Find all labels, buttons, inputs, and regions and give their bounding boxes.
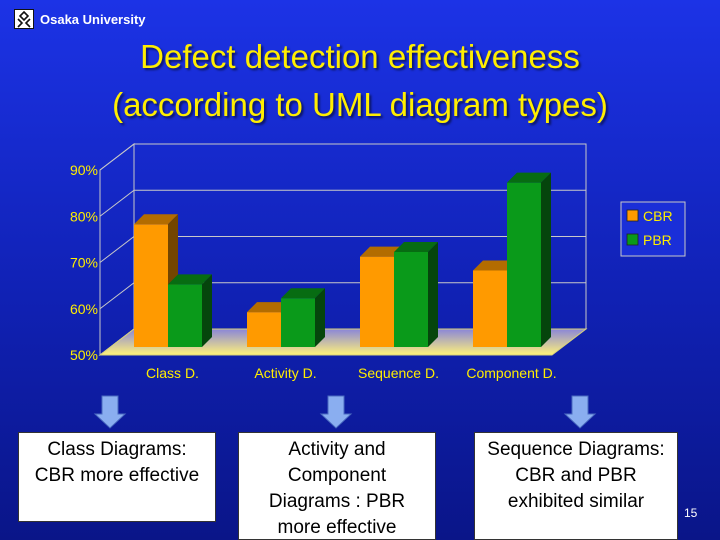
- bar-top-cbr: [473, 260, 517, 271]
- note-class-diagrams: Class Diagrams: CBR more effective: [18, 432, 216, 522]
- y-tick-label: 60%: [70, 301, 98, 317]
- bar-cbr: [247, 312, 281, 347]
- slide-title-line-2: (according to UML diagram types): [112, 86, 608, 123]
- down-arrow-icon: [563, 395, 597, 429]
- chart-floor: [98, 328, 588, 356]
- bar-cbr: [134, 224, 168, 347]
- header: Osaka University: [14, 8, 146, 30]
- bar-top-cbr: [360, 246, 404, 257]
- slide-title-line-1: Defect detection effectiveness: [140, 38, 580, 75]
- bar-top-pbr: [168, 274, 212, 285]
- legend-swatch-pbr: [626, 233, 639, 246]
- y-tick-label: 90%: [70, 162, 98, 178]
- bar-top-pbr: [394, 242, 438, 252]
- university-name: Osaka University: [40, 11, 146, 27]
- bar-side-pbr: [315, 288, 325, 347]
- bar-top-pbr: [281, 288, 325, 299]
- bar-cbr: [473, 270, 507, 347]
- y-tick-label: 80%: [70, 208, 98, 224]
- bar-top-cbr: [134, 214, 178, 225]
- legend-label-cbr: CBR: [643, 208, 673, 224]
- bar-pbr: [168, 284, 202, 347]
- note-activity-component: Activity and Component Diagrams : PBR mo…: [238, 432, 436, 540]
- x-tick-label: Class D.: [146, 365, 199, 381]
- bar-top-pbr: [507, 172, 551, 183]
- y-tick-label: 50%: [70, 347, 98, 363]
- bar-side-pbr: [202, 274, 212, 347]
- bar-pbr: [394, 252, 428, 347]
- bar-pbr: [281, 298, 315, 347]
- down-arrow-icon: [319, 395, 353, 429]
- bar-side-pbr: [428, 242, 438, 347]
- down-arrow-icon: [93, 395, 127, 429]
- x-tick-label: Activity D.: [254, 365, 316, 381]
- legend-swatch-cbr: [626, 209, 639, 222]
- note-sequence-diagrams: Sequence Diagrams: CBR and PBR exhibited…: [474, 432, 678, 540]
- bar-cbr: [360, 256, 394, 347]
- gridline: [99, 143, 586, 171]
- x-tick-label: Sequence D.: [358, 365, 439, 381]
- bar-pbr: [507, 182, 541, 347]
- university-logo-icon: [14, 9, 34, 29]
- gridline: [99, 189, 586, 217]
- bar-top-cbr: [247, 302, 291, 313]
- bar-side-pbr: [541, 172, 551, 347]
- x-tick-label: Component D.: [466, 365, 556, 381]
- y-tick-label: 70%: [70, 255, 98, 271]
- legend-label-pbr: PBR: [643, 232, 672, 248]
- page-number: 15: [684, 506, 698, 520]
